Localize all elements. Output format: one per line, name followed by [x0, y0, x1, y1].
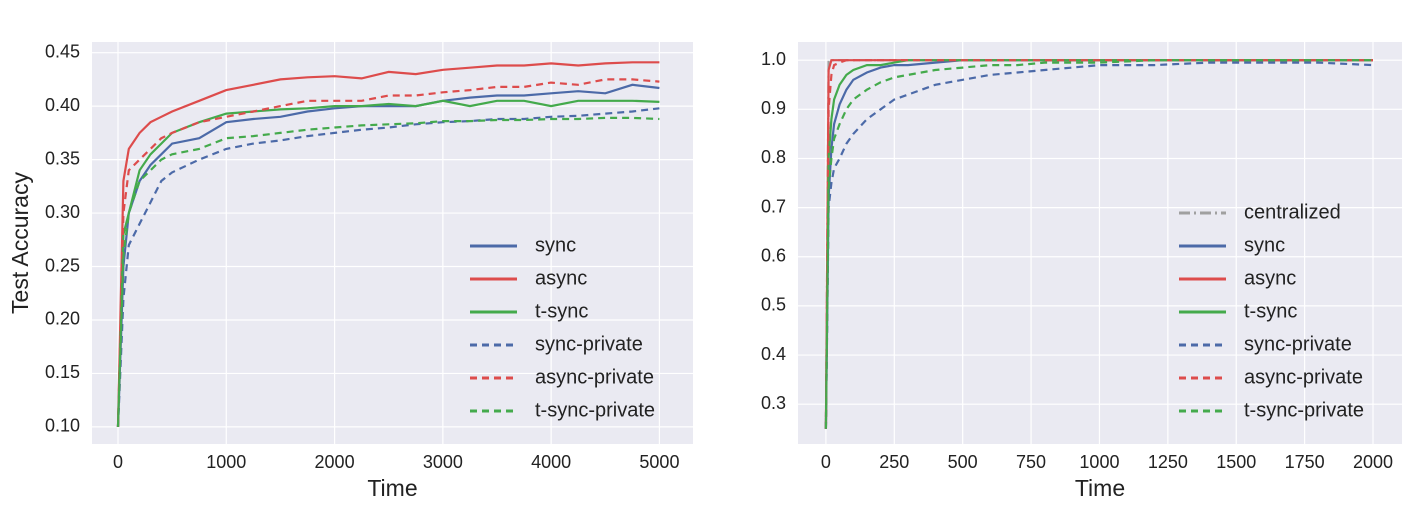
x-tick-label: 1000: [206, 452, 246, 472]
y-tick-label: 0.45: [45, 41, 80, 61]
x-tick-label: 1500: [1216, 452, 1256, 472]
x-tick-label: 1250: [1148, 452, 1188, 472]
y-tick-label: 0.5: [761, 295, 786, 315]
y-tick-label: 0.3: [761, 393, 786, 413]
x-tick-label: 0: [113, 452, 123, 472]
series-line: [824, 59, 1373, 429]
x-tick-label: 4000: [531, 452, 571, 472]
legend-label: t-sync: [1244, 300, 1297, 322]
x-tick-label: 0: [821, 452, 831, 472]
legend-label: async-private: [535, 366, 654, 388]
y-tick-label: 0.35: [45, 148, 80, 168]
y-tick-label: 1.0: [761, 49, 786, 69]
series-line: [116, 116, 660, 427]
x-tick-label: 750: [1016, 452, 1046, 472]
x-tick-label: 5000: [639, 452, 679, 472]
legend-label: sync-private: [1244, 333, 1352, 355]
y-tick-label: 0.10: [45, 416, 80, 436]
x-tick-label: 3000: [423, 452, 463, 472]
legend-label: t-sync-private: [535, 399, 655, 421]
x-tick-label: 500: [948, 452, 978, 472]
y-tick-label: 0.9: [761, 98, 786, 118]
y-tick-label: 0.20: [45, 309, 80, 329]
y-tick-label: 0.40: [45, 95, 80, 115]
legend-label: sync: [535, 234, 576, 256]
x-axis-label: Time: [367, 475, 417, 501]
y-tick-label: 0.8: [761, 147, 786, 167]
x-tick-label: 1750: [1285, 452, 1325, 472]
legend-label: async: [1244, 267, 1296, 289]
x-axis-label: Time: [1075, 475, 1125, 501]
series-line: [116, 61, 660, 427]
series-line: [116, 99, 660, 427]
x-tick-label: 1000: [1079, 452, 1119, 472]
legend-label: t-sync-private: [1244, 399, 1364, 421]
legend-label: centralized: [1244, 201, 1341, 223]
y-tick-label: 0.7: [761, 196, 786, 216]
series-line: [824, 61, 1374, 429]
x-tick-label: 2000: [1353, 452, 1393, 472]
y-tick-label: 0.15: [45, 362, 80, 382]
y-axis-label: Test Accuracy: [7, 172, 33, 314]
y-tick-label: 0.25: [45, 255, 80, 275]
series-line: [116, 78, 660, 427]
legend-label: async: [535, 267, 587, 289]
series-line: [116, 83, 660, 427]
legend-label: t-sync: [535, 300, 588, 322]
plot-area: [92, 42, 693, 444]
legend-label: async-private: [1244, 366, 1363, 388]
series-line: [116, 107, 660, 427]
legend-label: sync: [1244, 234, 1285, 256]
y-tick-label: 0.4: [761, 344, 786, 364]
y-tick-label: 0.30: [45, 202, 80, 222]
y-tick-label: 0.6: [761, 246, 786, 266]
legend-label: sync-private: [535, 333, 643, 355]
x-tick-label: 2000: [315, 452, 355, 472]
x-tick-label: 250: [879, 452, 909, 472]
